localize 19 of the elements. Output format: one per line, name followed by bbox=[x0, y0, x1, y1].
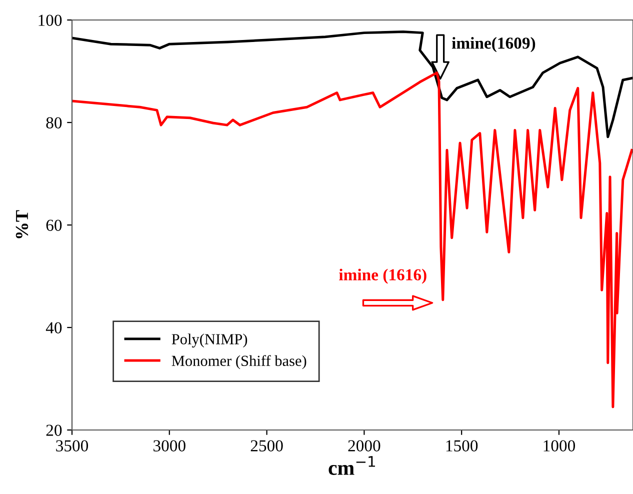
line-series bbox=[72, 72, 633, 408]
legend-label: Poly(NIMP) bbox=[172, 334, 248, 348]
y-tick-label: 40 bbox=[46, 322, 62, 334]
y-tick-label: 80 bbox=[46, 117, 62, 128]
x-tick-label: 2000 bbox=[348, 440, 380, 452]
x-tick-label: 3000 bbox=[154, 440, 186, 452]
x-tick-label: 1500 bbox=[446, 440, 478, 452]
y-tick-label: 100 bbox=[38, 14, 62, 26]
y-tick-label: 20 bbox=[46, 424, 62, 436]
annotation: imine (1616) bbox=[339, 268, 426, 284]
x-tick-label: 3500 bbox=[56, 440, 88, 452]
annotation: imine(1609) bbox=[452, 37, 536, 52]
x-tick-label: 2500 bbox=[250, 440, 283, 452]
y-tick-label: 60 bbox=[46, 220, 62, 231]
legend-label: Monomer (Shiff base) bbox=[172, 355, 306, 370]
x-tick-label: 1000 bbox=[544, 440, 576, 452]
line-series bbox=[72, 30, 633, 138]
x-axis-title: cm$^{−1}$ bbox=[328, 456, 375, 475]
y-axis-title: %T bbox=[16, 210, 28, 238]
